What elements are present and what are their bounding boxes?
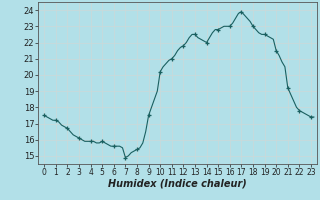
X-axis label: Humidex (Indice chaleur): Humidex (Indice chaleur) [108, 179, 247, 189]
